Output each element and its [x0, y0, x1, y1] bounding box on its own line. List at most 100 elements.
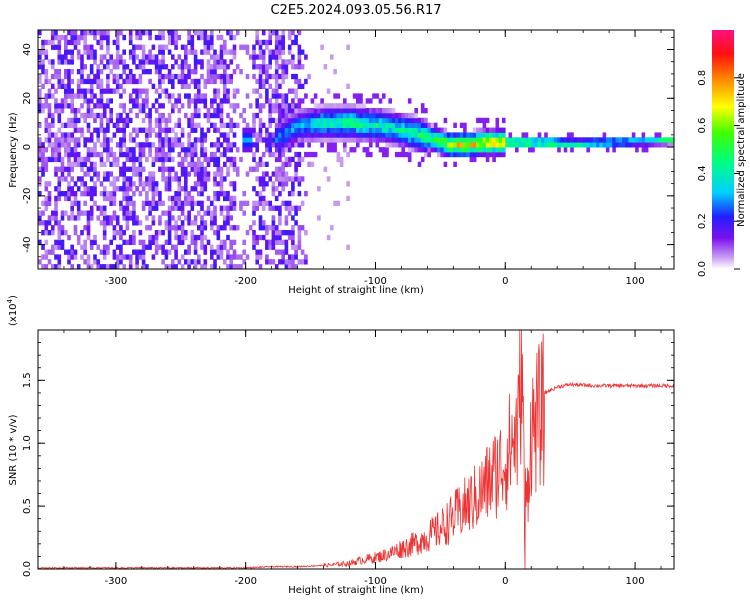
- spectrogram-cell: [193, 78, 198, 85]
- spectrogram-cell: [193, 49, 198, 55]
- spectrogram-cell: [132, 200, 136, 206]
- spectrogram-cell: [128, 54, 133, 60]
- spectrogram-cell: [229, 181, 233, 187]
- spectrogram-cell: [291, 64, 295, 70]
- spectrogram-cell: [135, 254, 139, 260]
- spectrogram-cell: [161, 54, 165, 60]
- spectrogram-cell: [245, 171, 250, 177]
- spectrogram-cell: [443, 147, 448, 153]
- spectrogram-cell: [271, 137, 276, 143]
- spectrogram-cell: [141, 151, 146, 158]
- spectrogram-frame: [37, 29, 675, 270]
- spectrogram-cell: [102, 142, 107, 148]
- spectrogram-cell: [180, 156, 185, 163]
- spectrogram-cell: [333, 69, 337, 75]
- spectrogram-cell: [171, 200, 175, 206]
- spectrogram-cell: [73, 108, 78, 114]
- spectrogram-cell: [291, 142, 295, 148]
- spectrogram-cell: [193, 166, 198, 172]
- spectrogram-cell: [291, 244, 295, 250]
- spectrogram-cell: [427, 132, 431, 138]
- spectrogram-cell: [450, 142, 454, 148]
- spectrogram-cell: [115, 83, 120, 89]
- spectrogram-cell: [420, 137, 425, 143]
- spectrogram-cell: [622, 142, 626, 148]
- spectrogram-cell: [177, 186, 182, 192]
- spectrogram-cell: [41, 59, 45, 65]
- spectrogram-cell: [463, 127, 467, 133]
- spectrogram-cell: [317, 215, 321, 221]
- spectrogram-cell: [404, 151, 409, 158]
- spectrogram-cell: [197, 34, 201, 41]
- spectrogram-cell: [47, 112, 52, 119]
- spectrogram-cell: [596, 142, 600, 148]
- spectrogram-cell: [99, 88, 104, 94]
- spectrogram-cell: [518, 137, 522, 143]
- spectrogram-cell: [96, 127, 100, 133]
- spectrogram-cell: [57, 117, 62, 124]
- spectrogram-cell: [193, 122, 198, 128]
- spectrogram-cell: [313, 108, 318, 114]
- spectrogram-cell: [190, 142, 195, 148]
- spectrogram-cell: [287, 234, 292, 241]
- spectrogram-cell: [411, 127, 415, 133]
- spectrogram-cell: [89, 44, 94, 50]
- spectrogram-cell: [141, 64, 146, 70]
- x-tick-label: -200: [234, 276, 257, 287]
- spectrogram-cell: [106, 137, 110, 143]
- spectrogram-cell: [141, 54, 146, 60]
- spectrogram-cell: [141, 59, 146, 65]
- spectrogram-cell: [122, 142, 126, 148]
- spectrogram-cell: [112, 176, 117, 182]
- spectrogram-cell: [122, 215, 126, 221]
- spectrogram-cell: [125, 215, 130, 221]
- spectrogram-cell: [635, 137, 639, 143]
- spectrogram-cell: [242, 191, 246, 197]
- spectrogram-cell: [261, 64, 266, 70]
- spectrogram-cell: [219, 254, 224, 260]
- spectrogram-cell: [164, 117, 169, 124]
- spectrogram-cell: [119, 93, 123, 99]
- chart-title: C2E5.2024.093.05.56.R17: [270, 3, 441, 18]
- spectrogram-cell: [265, 147, 269, 153]
- spectrogram-cell: [86, 78, 91, 85]
- spectrogram-cell: [297, 234, 302, 241]
- spectrogram-cell: [167, 166, 172, 172]
- spectrogram-cell: [80, 59, 84, 65]
- spectrogram-cell: [278, 83, 282, 89]
- spectrogram-cell: [76, 69, 81, 75]
- spectrogram-cell: [232, 34, 237, 41]
- spectrogram-cell: [57, 147, 62, 153]
- spectrogram-cell: [171, 103, 175, 109]
- spectrogram-cell: [219, 98, 224, 104]
- spectrogram-cell: [51, 249, 55, 255]
- spectrogram-cell: [83, 39, 87, 46]
- spectrogram-cell: [73, 122, 78, 128]
- spectrogram-cell: [531, 137, 535, 143]
- spectrogram-cell: [161, 171, 165, 177]
- spectrogram-cell: [112, 59, 117, 65]
- spectrogram-cell: [219, 103, 224, 109]
- spectrogram-cell: [382, 132, 386, 138]
- spectrogram-cell: [148, 147, 152, 153]
- spectrogram-cell: [472, 142, 477, 148]
- spectrogram-cell: [70, 191, 74, 197]
- spectrogram-cell: [76, 210, 81, 216]
- spectrogram-cell: [70, 186, 74, 192]
- spectrogram-cell: [83, 156, 87, 163]
- spectrogram-cell: [112, 195, 117, 202]
- spectrogram-cell: [57, 34, 62, 41]
- spectrogram-cell: [252, 186, 256, 192]
- spectrogram-cell: [255, 54, 259, 60]
- spectrogram-cell: [151, 176, 156, 182]
- spectrogram-cell: [60, 59, 65, 65]
- spectrogram-cell: [287, 176, 292, 182]
- spectrogram-cell: [44, 137, 49, 143]
- spectrogram-cell: [278, 64, 282, 70]
- spectrogram-cell: [459, 122, 464, 128]
- spectrogram-cell: [177, 122, 182, 128]
- spectrogram-cell: [102, 137, 107, 143]
- spectrogram-cell: [443, 127, 448, 133]
- spectrogram-cell: [141, 30, 146, 36]
- spectrogram-cell: [177, 200, 182, 206]
